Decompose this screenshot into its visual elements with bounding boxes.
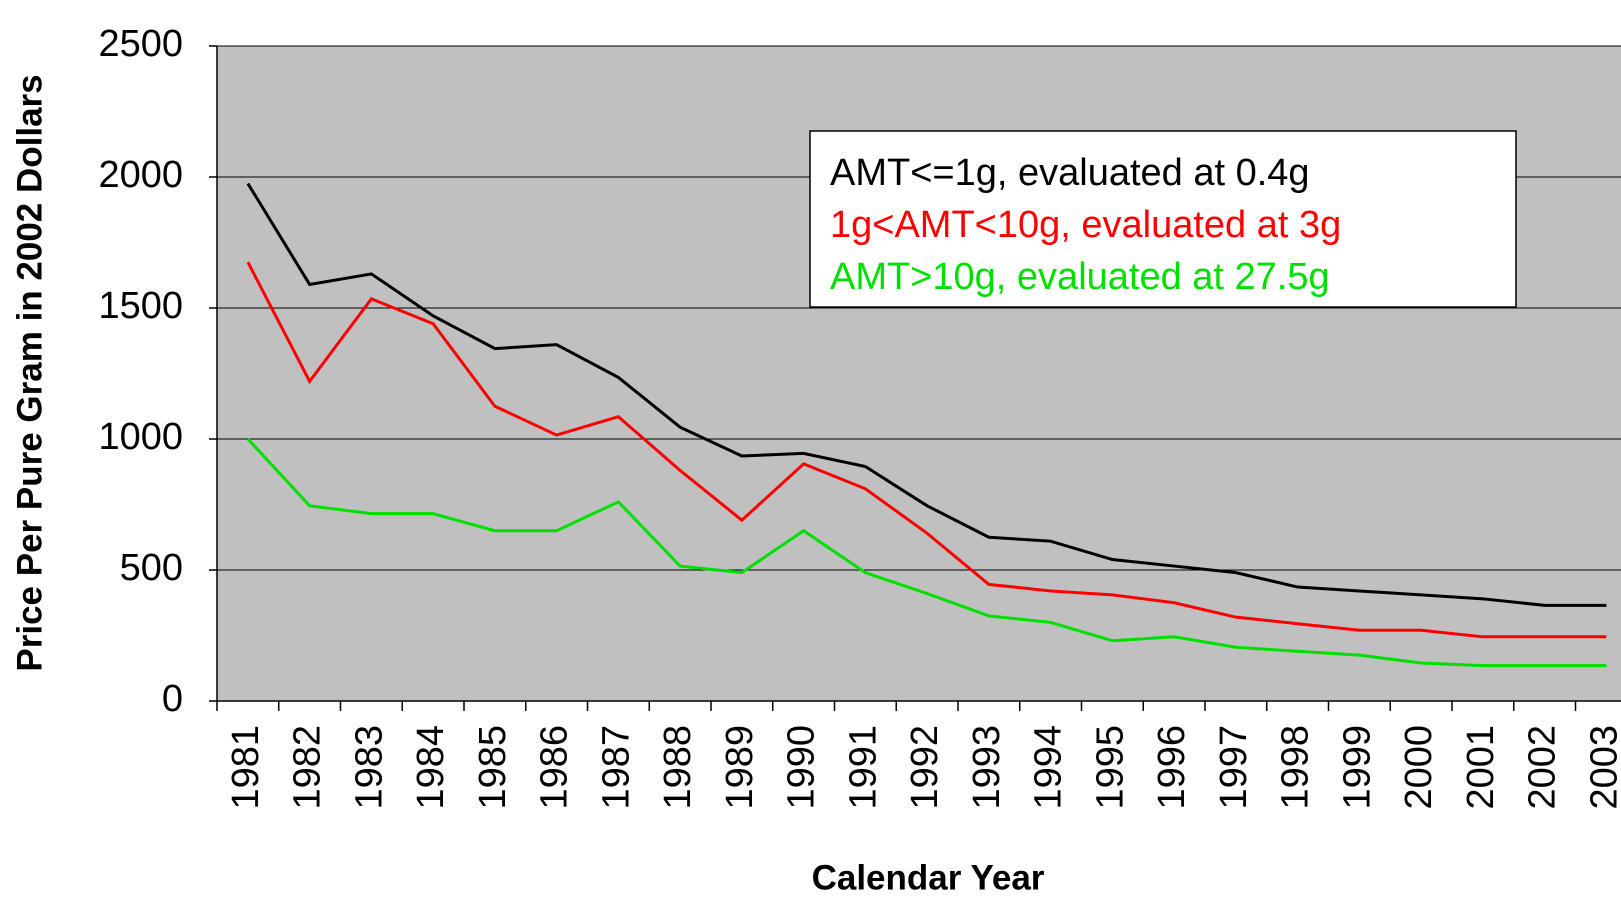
x-axis-title: Calendar Year (812, 858, 1045, 897)
x-tick-label: 2001 (1460, 725, 1502, 810)
x-tick-label: 1996 (1151, 725, 1193, 810)
legend-entry: 1g<AMT<10g, evaluated at 3g (830, 204, 1341, 246)
x-tick-label: 1993 (966, 725, 1008, 810)
x-tick-label: 1994 (1028, 725, 1070, 810)
x-tick-label: 2000 (1398, 725, 1440, 810)
x-tick-label: 2003 (1583, 725, 1621, 810)
x-tick-label: 1995 (1089, 725, 1131, 810)
x-tick-label: 1981 (225, 725, 267, 810)
x-tick-label: 1990 (781, 725, 823, 810)
x-tick-label: 1986 (534, 725, 576, 810)
y-tick-label: 1500 (98, 285, 183, 327)
y-tick-label: 1000 (98, 416, 183, 458)
x-tick-label: 1984 (410, 725, 452, 810)
x-tick-label: 1999 (1336, 725, 1378, 810)
x-tick-label: 1985 (472, 725, 514, 810)
x-tick-label: 2002 (1522, 725, 1564, 810)
x-tick-label: 1992 (904, 725, 946, 810)
y-axis-title: Price Per Pure Gram in 2002 Dollars (10, 74, 49, 671)
x-tick-label: 1983 (348, 725, 390, 810)
x-tick-label: 1997 (1213, 725, 1255, 810)
legend-box (809, 130, 1517, 308)
x-tick-label: 1998 (1275, 725, 1317, 810)
legend-entry: AMT<=1g, evaluated at 0.4g (830, 152, 1310, 194)
x-tick-label: 1987 (595, 725, 637, 810)
series-line (246, 261, 1607, 639)
y-tick-label: 0 (162, 678, 183, 720)
y-tick-label: 2500 (98, 23, 183, 65)
x-tick-label: 1982 (287, 725, 329, 810)
y-tick-label: 2000 (98, 154, 183, 196)
legend-entry: AMT>10g, evaluated at 27.5g (830, 256, 1330, 298)
series-line (246, 182, 1607, 607)
x-tick-label: 1991 (842, 725, 884, 810)
x-tick-label: 1988 (657, 725, 699, 810)
x-tick-label: 1989 (719, 725, 761, 810)
series-line (246, 437, 1607, 668)
y-tick-label: 500 (120, 547, 183, 589)
